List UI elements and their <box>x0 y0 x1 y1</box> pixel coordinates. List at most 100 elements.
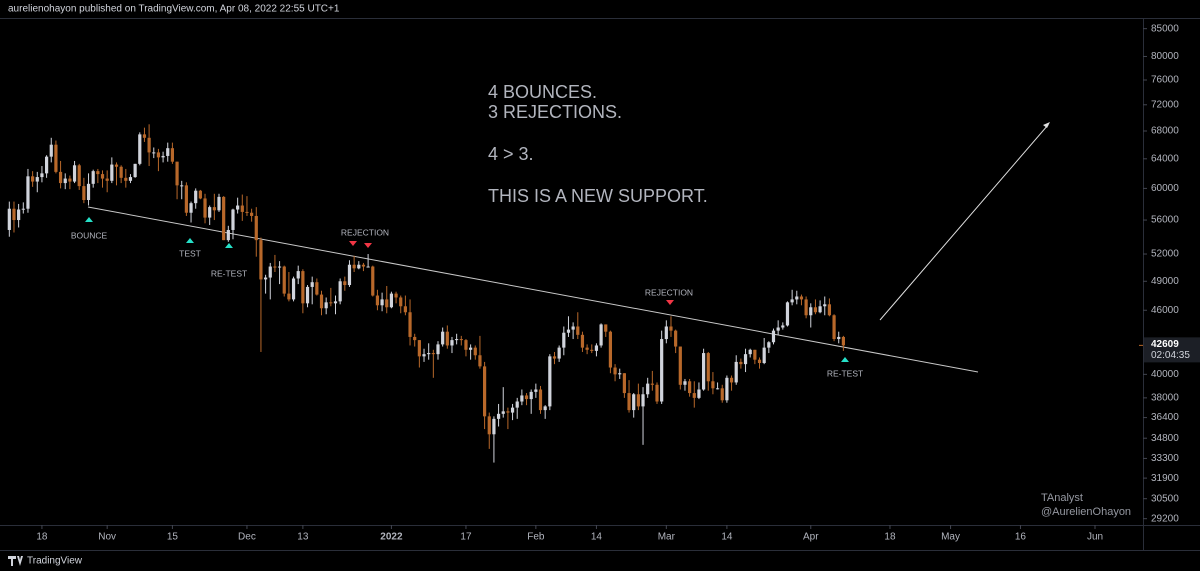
candle-body <box>781 325 785 328</box>
candle-body <box>590 349 594 351</box>
candle <box>455 333 459 345</box>
candle-body <box>240 205 244 212</box>
candle <box>138 132 142 166</box>
candle-body <box>608 331 613 368</box>
candle <box>604 324 608 337</box>
logo-icon <box>8 556 23 566</box>
candle-body <box>86 183 91 201</box>
candle <box>748 348 752 358</box>
candle-body <box>180 185 184 187</box>
candle <box>618 368 622 379</box>
candle-body <box>21 208 25 210</box>
candle-body <box>105 178 109 181</box>
annotation-label: RE-TEST <box>211 268 247 278</box>
candle-body <box>287 293 291 300</box>
candle-body <box>152 152 156 154</box>
candle <box>688 378 692 397</box>
candle-body <box>347 264 352 286</box>
candle-body <box>343 281 347 286</box>
candle <box>613 364 617 382</box>
candle-body <box>82 186 86 201</box>
candle-body <box>170 148 175 162</box>
candle <box>287 272 291 302</box>
y-tick-label: 49000 <box>1151 276 1179 287</box>
candle <box>757 357 762 369</box>
candle-body <box>594 345 599 351</box>
candle <box>119 165 123 184</box>
candle <box>837 331 841 344</box>
y-tick-label: 38000 <box>1151 393 1179 404</box>
candle <box>441 327 445 347</box>
candle <box>226 225 230 242</box>
candle <box>110 157 114 184</box>
candle-body <box>389 293 394 308</box>
watermark-text: TAnalyst <box>1041 492 1083 504</box>
candle-body <box>231 209 235 230</box>
candle-body <box>422 354 426 357</box>
watermark-text: @AurelienOhayon <box>1041 506 1131 518</box>
annotation-label: BOUNCE <box>71 230 108 240</box>
candle <box>841 335 845 351</box>
candle <box>175 161 179 200</box>
candle-body <box>198 190 202 199</box>
candle-body <box>627 393 631 411</box>
arrow <box>879 122 1050 321</box>
x-tick-label: May <box>941 532 960 543</box>
candle-body <box>674 330 678 347</box>
candle <box>268 262 272 300</box>
candle <box>105 170 109 193</box>
arrow-shaft <box>879 124 1049 321</box>
candle-body <box>455 339 459 341</box>
candle <box>753 349 757 365</box>
candle-body <box>408 312 412 337</box>
candle <box>408 299 412 346</box>
candle <box>413 333 417 347</box>
candle <box>198 189 202 200</box>
candle <box>254 207 258 257</box>
candle-body <box>333 301 338 304</box>
candle <box>697 382 701 400</box>
candle <box>692 381 696 408</box>
candle <box>7 201 11 237</box>
candle-body <box>501 411 505 414</box>
candle-body <box>832 315 836 340</box>
candle <box>310 276 314 305</box>
headline-text: 4 > 3. <box>488 144 534 164</box>
candle <box>739 358 743 369</box>
candle-body <box>166 148 170 156</box>
candle-body <box>720 388 724 401</box>
candle-body <box>688 381 692 394</box>
candle <box>17 203 21 228</box>
candle-body <box>697 389 701 398</box>
candle <box>91 169 95 188</box>
candle <box>646 377 650 398</box>
candle-body <box>417 340 421 357</box>
candle <box>166 142 170 162</box>
candle-body <box>790 299 794 303</box>
candle <box>338 278 342 305</box>
candle <box>762 337 766 365</box>
candle <box>361 262 366 272</box>
candle <box>82 177 86 204</box>
candle-body <box>296 271 300 279</box>
candle-body <box>534 389 538 392</box>
candle <box>63 173 67 190</box>
y-tick-label: 52000 <box>1151 249 1179 260</box>
candle <box>194 188 198 209</box>
candle-body <box>646 383 650 395</box>
candle-body <box>841 336 845 346</box>
candle-body <box>804 299 808 316</box>
candle <box>720 384 724 403</box>
candle <box>543 405 547 419</box>
y-tick-label: 29200 <box>1151 513 1179 524</box>
candle <box>711 372 715 395</box>
candle-body <box>660 339 664 402</box>
candle-body <box>54 144 58 172</box>
candle <box>701 348 706 391</box>
candle <box>343 276 347 291</box>
candle <box>464 339 468 357</box>
candle <box>152 147 156 159</box>
candle-body <box>138 134 142 164</box>
candle <box>357 261 361 270</box>
candle <box>580 331 585 352</box>
